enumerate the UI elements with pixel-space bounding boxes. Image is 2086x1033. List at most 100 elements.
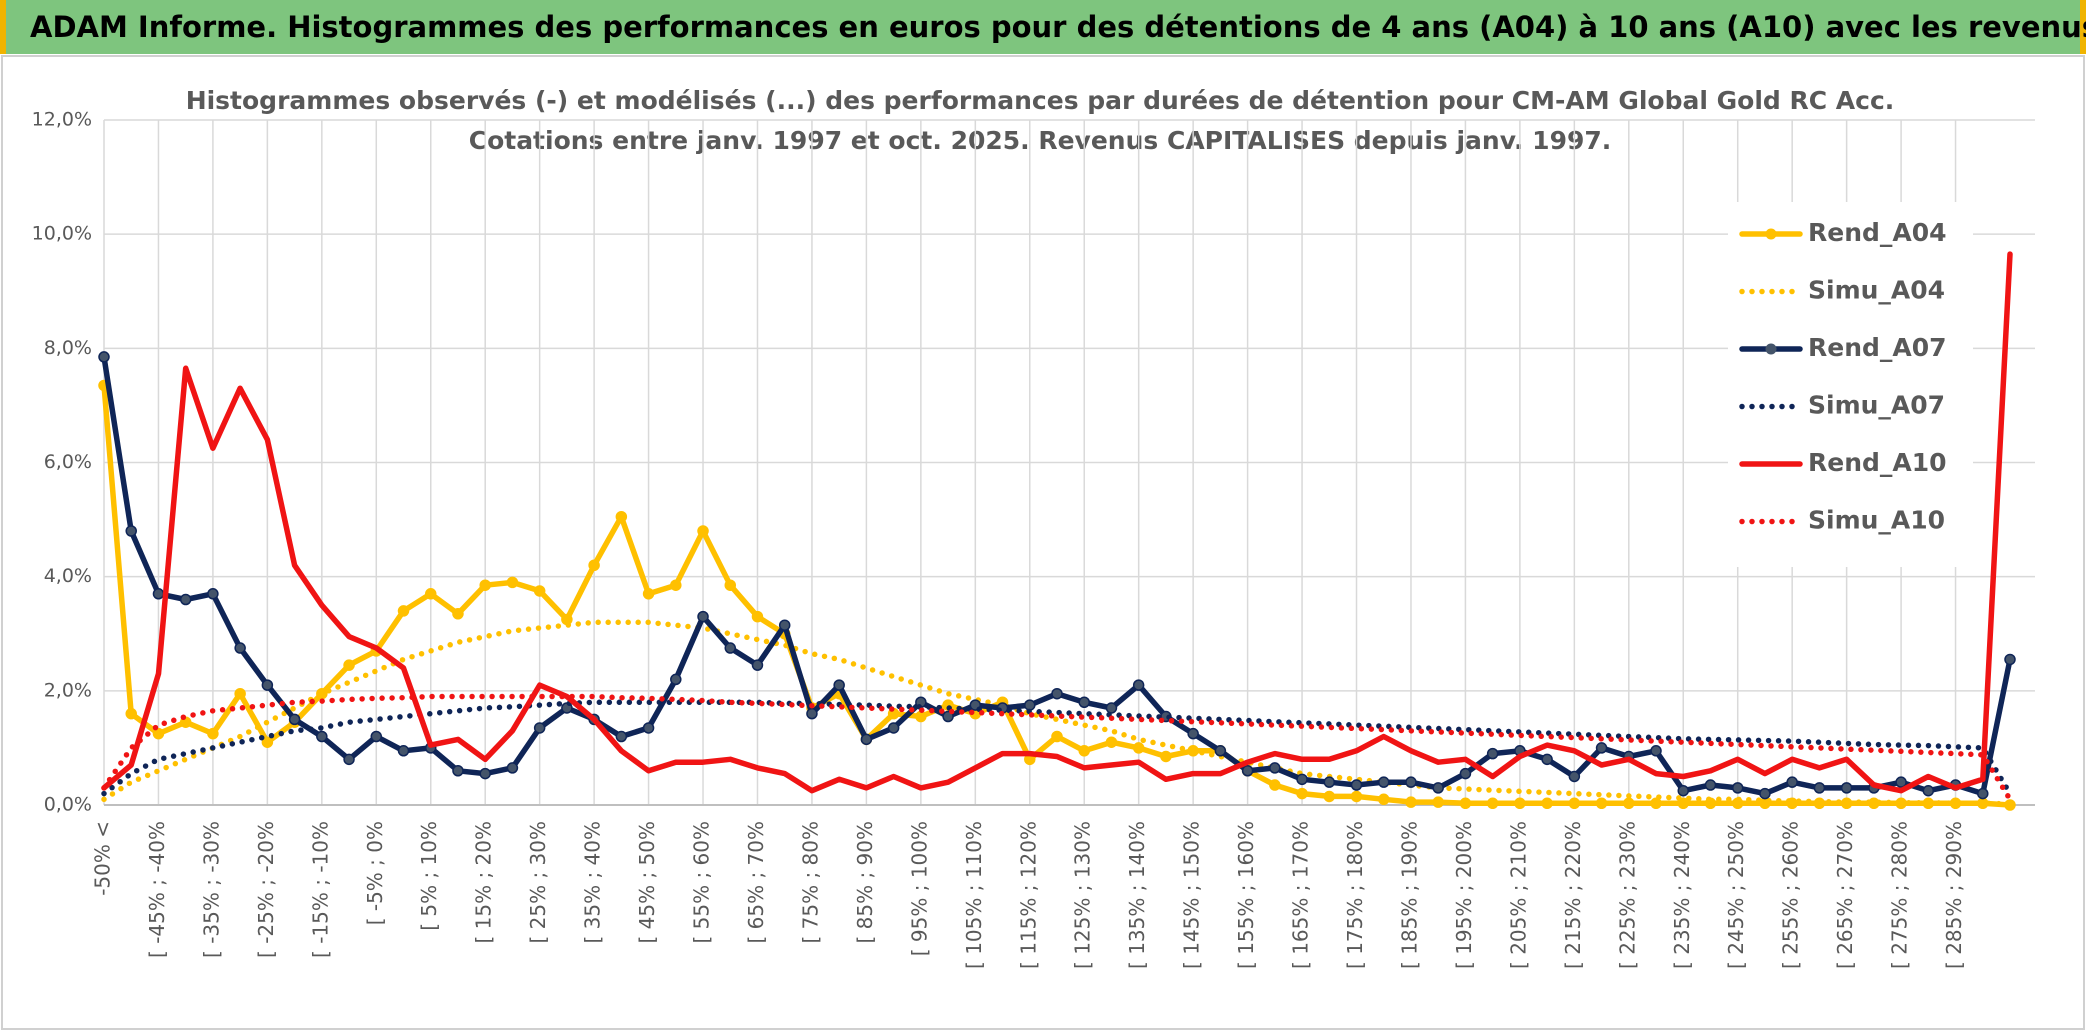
x-tick-label: [ 5% ; 10% xyxy=(417,821,441,931)
point xyxy=(288,713,301,726)
point xyxy=(533,585,546,597)
point xyxy=(1568,797,1581,810)
y-tick-label: 4,0% xyxy=(44,565,92,587)
x-tick-label: [ 225% ; 230% xyxy=(1615,821,1639,969)
point xyxy=(397,745,410,757)
x-tick-label: [ 55% ; 60% xyxy=(690,821,714,944)
model-line xyxy=(101,693,2013,803)
chart-border xyxy=(1,55,2085,1030)
point xyxy=(778,619,791,631)
point xyxy=(1568,770,1581,783)
point xyxy=(152,588,165,600)
x-tick-label: [ -45% ; -40% xyxy=(145,821,169,958)
point xyxy=(1432,782,1444,794)
point xyxy=(152,727,165,740)
point xyxy=(1840,782,1853,794)
point xyxy=(670,673,682,686)
y-tick-label: 10,0% xyxy=(32,223,92,245)
legend-label: Simu_A10 xyxy=(1808,506,1945,535)
point xyxy=(670,579,682,591)
point xyxy=(1405,796,1417,808)
x-tick-label: [ 135% ; 140% xyxy=(1125,821,1149,969)
point xyxy=(1977,787,1989,800)
point xyxy=(1241,765,1254,777)
x-tick-label: [ 115% ; 120% xyxy=(1016,821,1040,969)
point xyxy=(1459,797,1472,810)
point xyxy=(98,351,110,363)
point xyxy=(397,605,410,617)
point xyxy=(1078,745,1090,757)
point xyxy=(125,525,137,537)
point xyxy=(860,733,873,746)
legend-marker xyxy=(1765,343,1777,355)
y-tick-label: 0,0% xyxy=(44,794,92,816)
point xyxy=(179,593,192,606)
point xyxy=(1051,687,1063,700)
point xyxy=(125,707,137,720)
x-tick-label: [ -35% ; -30% xyxy=(199,821,223,958)
point xyxy=(1350,790,1363,803)
point xyxy=(479,767,491,780)
legend-box xyxy=(1728,202,1973,567)
point xyxy=(1405,776,1417,788)
point xyxy=(1051,730,1063,743)
x-tick-label: [ 255% ; 260% xyxy=(1779,821,1803,969)
chart-subtitle: Cotations entre janv. 1997 et oct. 2025.… xyxy=(469,126,1612,155)
header-bar xyxy=(0,0,2086,54)
point xyxy=(1677,784,1690,797)
point xyxy=(724,579,737,591)
model-line xyxy=(101,619,2013,807)
x-tick-label: [ -25% ; -20% xyxy=(254,821,278,958)
x-tick-label: [ 85% ; 90% xyxy=(853,821,877,944)
x-tick-label: [ 95% ; 100% xyxy=(907,821,931,956)
x-tick-label: [ 45% ; 50% xyxy=(635,821,659,944)
point xyxy=(424,588,437,600)
point xyxy=(1486,747,1499,760)
point xyxy=(1541,797,1553,810)
point xyxy=(234,687,246,700)
y-tick-label: 8,0% xyxy=(44,337,92,359)
point xyxy=(1296,773,1308,786)
point xyxy=(479,579,491,591)
point xyxy=(887,722,900,734)
point xyxy=(642,588,655,600)
point xyxy=(1377,776,1390,788)
x-tick-label: [ 25% ; 30% xyxy=(526,821,550,944)
point xyxy=(261,679,274,691)
point xyxy=(1187,727,1199,740)
point xyxy=(1786,776,1798,788)
point xyxy=(1024,699,1036,711)
point xyxy=(1160,750,1172,763)
point xyxy=(697,525,709,537)
x-tick-label: [ 35% ; 40% xyxy=(581,821,605,944)
point xyxy=(615,730,628,743)
x-tick-label: [ 195% ; 200% xyxy=(1452,821,1476,969)
point xyxy=(1323,790,1336,803)
chart-title: Histogrammes observés (-) et modélisés (… xyxy=(186,86,1895,115)
x-tick-label: [ 245% ; 250% xyxy=(1724,821,1748,969)
point xyxy=(234,642,246,654)
point xyxy=(1132,742,1145,754)
point xyxy=(1922,784,1935,797)
point xyxy=(1459,767,1472,780)
point xyxy=(1514,797,1526,810)
point xyxy=(452,608,464,620)
point xyxy=(1078,696,1090,708)
point xyxy=(207,588,219,600)
x-tick-label: [ -15% ; -10% xyxy=(308,821,332,958)
point xyxy=(1677,797,1690,810)
y-tick-label: 6,0% xyxy=(44,451,92,473)
point xyxy=(1759,787,1771,800)
point xyxy=(1432,796,1444,808)
x-tick-label: [ 285% ; 290% xyxy=(1942,821,1966,969)
point xyxy=(533,722,546,734)
x-tick-label: [ 75% ; 80% xyxy=(798,821,822,944)
point xyxy=(806,707,818,720)
legend-marker xyxy=(1765,228,1777,240)
x-tick-label: [ 165% ; 170% xyxy=(1289,821,1313,969)
x-tick-label: [ 15% ; 20% xyxy=(472,821,496,944)
header-title: ADAM Informe. Histogrammes des performan… xyxy=(30,10,2086,44)
point xyxy=(642,722,655,734)
